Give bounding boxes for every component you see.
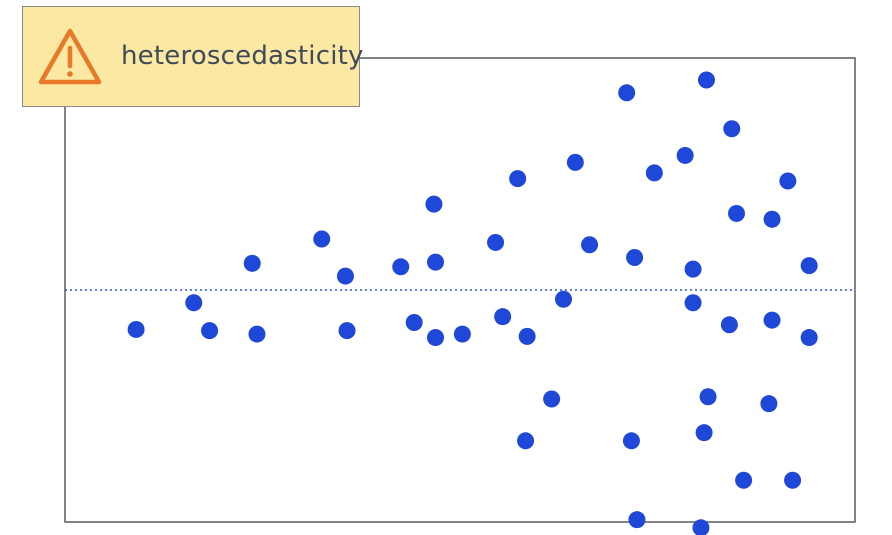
data-point-46 [800,329,818,347]
data-point-31 [684,294,702,312]
data-point-11 [425,195,443,213]
data-point-18 [517,432,535,450]
data-point-3 [201,322,219,340]
data-point-15 [487,233,505,251]
data-point-23 [581,236,599,254]
data-point-27 [628,511,646,529]
data-point-36 [723,120,741,138]
data-point-4 [243,254,261,272]
data-point-40 [763,210,781,228]
data-point-28 [645,164,663,182]
data-point-14 [453,325,471,343]
data-point-19 [518,327,536,345]
data-point-21 [554,290,572,308]
data-point-29 [676,146,694,164]
data-point-30 [684,260,702,278]
data-point-25 [626,249,644,267]
data-point-17 [509,170,527,188]
data-point-43 [779,172,797,190]
data-point-45 [800,257,818,275]
data-point-1 [127,320,145,338]
data-point-32 [697,71,715,89]
data-point-22 [566,153,584,171]
badge-label: heteroscedasticity [121,41,364,71]
data-point-13 [427,329,445,347]
heteroscedasticity-badge: heteroscedasticity [22,6,363,107]
data-point-12 [427,253,445,271]
data-point-37 [728,204,745,222]
data-point-16 [494,308,512,326]
data-point-44 [784,471,802,489]
data-point-9 [392,258,410,276]
data-point-24 [618,84,636,102]
data-point-10 [405,313,423,331]
data-point-34 [695,424,713,442]
data-point-33 [699,388,717,406]
data-point-6 [313,230,331,248]
data-point-38 [720,316,738,334]
data-point-41 [763,311,781,329]
data-point-42 [760,395,778,413]
data-point-8 [338,322,356,340]
data-point-2 [185,294,203,312]
data-point-20 [543,390,561,408]
data-point-35 [692,519,710,535]
data-point-7 [336,267,354,285]
data-point-26 [622,432,640,450]
data-points [127,71,818,535]
data-point-39 [735,471,753,489]
warning-triangle-icon [38,28,102,85]
data-point-5 [248,325,266,343]
